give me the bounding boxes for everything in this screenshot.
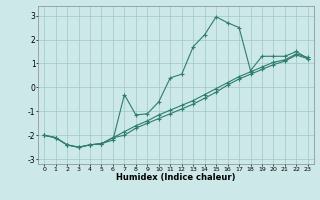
X-axis label: Humidex (Indice chaleur): Humidex (Indice chaleur) <box>116 173 236 182</box>
